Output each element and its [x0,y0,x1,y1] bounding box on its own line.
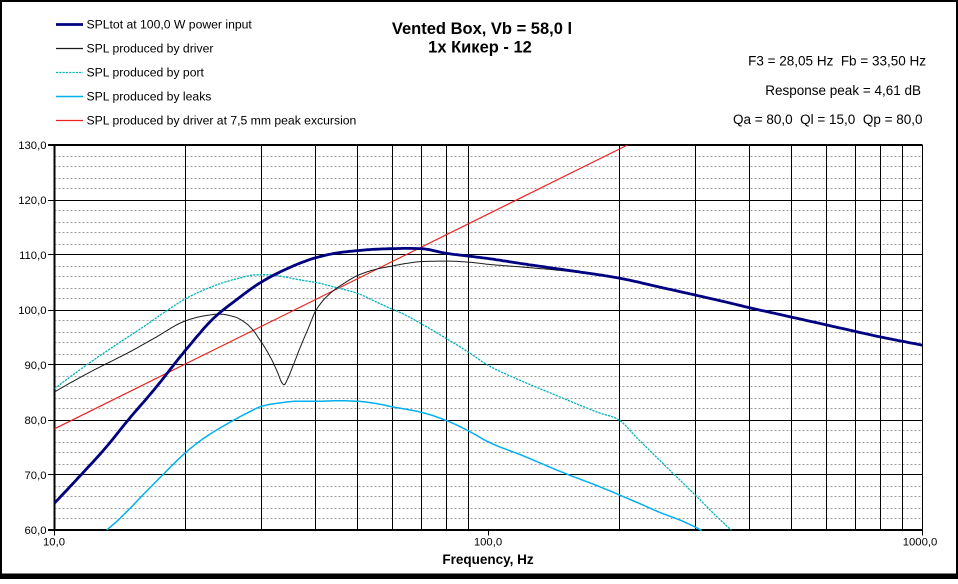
svg-text:Qa = 80,0 Ql = 15,0 Qp = 80,: Qa = 80,0 Ql = 15,0 Qp = 80,0 [733,112,923,127]
svg-text:F3 = 28,05 Hz Fb = 33,50 Hz: F3 = 28,05 Hz Fb = 33,50 Hz [748,54,926,69]
svg-text:70,0: 70,0 [25,470,47,482]
svg-text:SPL produced by driver at 7,5: SPL produced by driver at 7,5 mm peak ex… [87,114,357,128]
svg-text:110,0: 110,0 [19,250,46,262]
svg-text:1000,0: 1000,0 [903,537,938,549]
svg-text:90,0: 90,0 [25,360,47,372]
svg-text:Response peak = 4,61 dB: Response peak = 4,61 dB [765,83,921,98]
svg-text:SPLtot at 100,0 W power input: SPLtot at 100,0 W power input [87,18,253,32]
svg-text:60,0: 60,0 [25,525,47,537]
svg-text:100,0: 100,0 [474,537,502,549]
svg-text:130,0: 130,0 [18,140,46,152]
svg-text:80,0: 80,0 [25,415,47,427]
svg-text:SPL produced by port: SPL produced by port [87,66,205,80]
svg-text:SPL produced by driver: SPL produced by driver [87,42,214,56]
svg-text:120,0: 120,0 [18,195,46,207]
svg-text:10,0: 10,0 [43,537,65,549]
svg-text:Frequency, Hz: Frequency, Hz [442,552,534,567]
svg-text:Vented Box, Vb = 58,0 l: Vented Box, Vb = 58,0 l [392,20,572,38]
svg-text:100,0: 100,0 [18,305,46,317]
svg-text:1x Кикер - 12: 1x Кикер - 12 [428,39,532,57]
svg-text:SPL produced by leaks: SPL produced by leaks [87,90,212,104]
